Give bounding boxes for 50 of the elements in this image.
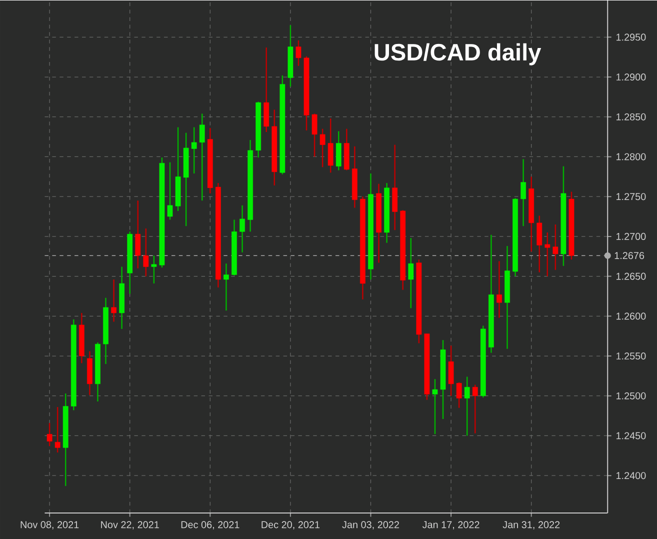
y-tick-label: 1.2850 <box>616 113 646 120</box>
candlestick <box>167 162 173 220</box>
candlestick <box>191 126 197 174</box>
candlestick <box>336 130 342 171</box>
candlestick <box>151 254 157 284</box>
y-tick-label: 1.2450 <box>616 432 646 440</box>
y-tick-label: 1.2700 <box>616 232 646 240</box>
y-tick-label: 1.2750 <box>616 193 646 200</box>
candlestick <box>456 382 462 408</box>
candlestick <box>54 406 60 454</box>
candlestick <box>544 232 550 277</box>
x-tick-label: Jan 31, 2022 <box>502 521 560 530</box>
y-tick-label: 1.2400 <box>616 472 646 480</box>
candlestick <box>408 237 414 309</box>
candlestick <box>199 113 205 202</box>
candlestick <box>328 118 334 174</box>
y-tick-label: 1.2800 <box>616 153 646 160</box>
y-tick-label: 1.2550 <box>616 352 646 360</box>
x-tick-label: Jan 03, 2022 <box>342 521 399 530</box>
candlestick <box>432 378 438 435</box>
candlestick <box>448 344 454 396</box>
x-tick-label: Dec 06, 2021 <box>181 521 240 530</box>
y-tick-label: 1.2650 <box>616 272 646 280</box>
y-tick-label: 1.2500 <box>616 392 646 400</box>
x-tick-label: Nov 22, 2021 <box>101 521 159 530</box>
candlestick <box>135 200 141 269</box>
candlestick <box>320 128 326 168</box>
candlestick <box>536 215 542 273</box>
ref-line-label: 1.2676 <box>614 252 644 260</box>
y-tick-label: 1.2600 <box>616 312 646 320</box>
x-tick-label: Dec 20, 2021 <box>262 521 320 530</box>
x-tick-label: Jan 17, 2022 <box>422 521 480 530</box>
candlestick <box>472 384 478 434</box>
candlestick <box>312 113 318 158</box>
candlestick <box>111 278 116 322</box>
candlestick <box>392 144 398 231</box>
candlestick <box>224 262 229 312</box>
candlestick <box>552 224 558 270</box>
candlestick <box>240 204 245 253</box>
y-tick-label: 1.2950 <box>616 34 646 41</box>
candlestick <box>143 228 149 277</box>
text: USD/CAD daily <box>374 43 542 66</box>
candlestick <box>46 422 52 447</box>
candlestick <box>520 158 526 227</box>
candlestick <box>464 376 470 436</box>
x-tick-label: Nov 08, 2021 <box>20 521 79 530</box>
candlestick <box>296 40 302 66</box>
candlestick <box>264 46 270 133</box>
y-tick-label: 1.2900 <box>616 73 646 80</box>
candlestick <box>496 260 502 318</box>
